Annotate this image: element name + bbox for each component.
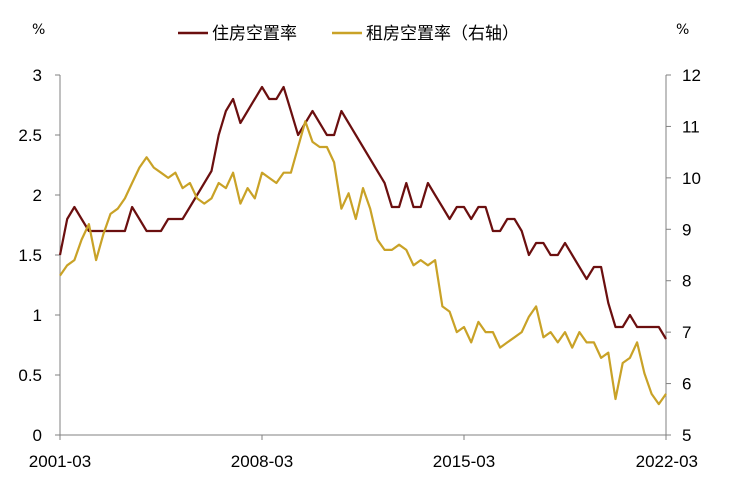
right-tick-label: 9: [682, 220, 691, 239]
legend-label-housing: 住房空置率: [212, 24, 297, 44]
right-tick-labels: 5 6 7 8 9 10 11 12: [666, 66, 701, 445]
x-tick-label: 2001-03: [29, 452, 91, 471]
legend-label-rental: 租房空置率（右轴）: [366, 24, 519, 44]
right-tick-label: 11: [682, 117, 700, 136]
x-tick-label: 2008-03: [231, 452, 293, 471]
right-tick-label: 8: [682, 272, 691, 291]
left-tick-label: 1.5: [18, 246, 42, 265]
left-tick-label: 2.5: [18, 126, 42, 145]
left-tick-labels: 0 0.5 1 1.5 2 2.5 3: [18, 66, 60, 445]
left-tick-label: 3: [33, 66, 42, 85]
left-tick-label: 1: [33, 306, 42, 325]
series-line-housing-vacancy: [58, 85, 667, 340]
x-tick-labels: 2001-03 2008-03 2015-03 2022-03: [29, 435, 698, 471]
right-tick-label: 5: [682, 426, 691, 445]
right-tick-label: 7: [682, 323, 691, 342]
left-tick-label: 0.5: [18, 366, 42, 385]
left-tick-label: 2: [33, 186, 42, 205]
right-tick-label: 6: [682, 375, 691, 394]
left-tick-label: 0: [33, 426, 42, 445]
legend: 住房空置率 租房空置率（右轴）: [178, 24, 519, 44]
series-line-rental-vacancy: [59, 120, 667, 406]
x-tick-label: 2022-03: [636, 452, 698, 471]
right-tick-label: 12: [682, 66, 701, 85]
left-axis-unit: %: [32, 22, 45, 38]
series-layer: [58, 85, 667, 406]
right-tick-label: 10: [682, 169, 701, 188]
x-tick-label: 2015-03: [433, 452, 495, 471]
right-axis-unit: %: [676, 22, 689, 38]
